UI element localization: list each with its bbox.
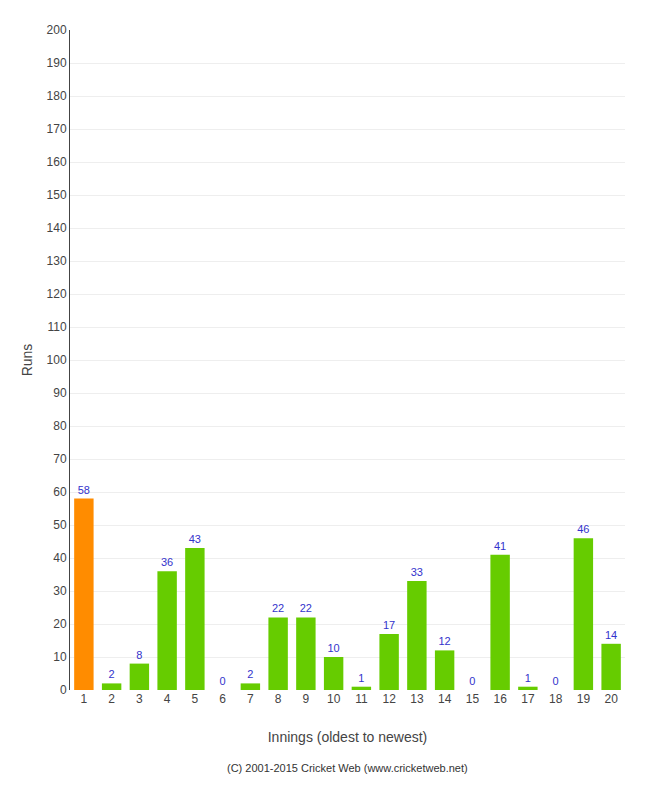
svg-text:8: 8: [275, 692, 282, 706]
svg-text:80: 80: [53, 419, 67, 433]
svg-text:(C) 2001-2015 Cricket Web (www: (C) 2001-2015 Cricket Web (www.cricketwe…: [227, 762, 468, 774]
svg-text:13: 13: [410, 692, 424, 706]
svg-text:5: 5: [192, 692, 199, 706]
svg-text:Innings (oldest to newest): Innings (oldest to newest): [268, 729, 428, 745]
svg-text:130: 130: [47, 254, 67, 268]
svg-text:0: 0: [220, 675, 226, 687]
svg-text:2: 2: [108, 692, 115, 706]
svg-text:1: 1: [81, 692, 88, 706]
svg-text:22: 22: [300, 602, 312, 614]
svg-text:160: 160: [47, 155, 67, 169]
svg-text:10: 10: [53, 650, 67, 664]
svg-text:12: 12: [439, 635, 451, 647]
svg-text:19: 19: [577, 692, 591, 706]
svg-text:30: 30: [53, 584, 67, 598]
svg-text:0: 0: [553, 675, 559, 687]
svg-text:0: 0: [469, 675, 475, 687]
svg-text:14: 14: [438, 692, 452, 706]
svg-text:3: 3: [136, 692, 143, 706]
svg-text:90: 90: [53, 386, 67, 400]
svg-text:17: 17: [521, 692, 535, 706]
svg-text:33: 33: [411, 566, 423, 578]
svg-text:7: 7: [247, 692, 254, 706]
svg-text:22: 22: [272, 602, 284, 614]
svg-text:50: 50: [53, 518, 67, 532]
svg-text:1: 1: [525, 672, 531, 684]
svg-text:70: 70: [53, 452, 67, 466]
svg-text:14: 14: [605, 629, 617, 641]
svg-text:10: 10: [328, 642, 340, 654]
svg-text:0: 0: [60, 683, 67, 697]
svg-text:41: 41: [494, 540, 506, 552]
svg-text:36: 36: [161, 556, 173, 568]
svg-text:8: 8: [136, 649, 142, 661]
svg-text:2: 2: [109, 668, 115, 680]
svg-text:4: 4: [164, 692, 171, 706]
svg-text:150: 150: [47, 188, 67, 202]
svg-text:170: 170: [47, 122, 67, 136]
svg-text:43: 43: [189, 533, 201, 545]
svg-text:120: 120: [47, 287, 67, 301]
svg-text:10: 10: [327, 692, 341, 706]
svg-text:60: 60: [53, 485, 67, 499]
svg-text:6: 6: [219, 692, 226, 706]
svg-text:140: 140: [47, 221, 67, 235]
svg-text:110: 110: [47, 320, 66, 334]
svg-text:2: 2: [247, 668, 253, 680]
svg-text:200: 200: [47, 23, 67, 37]
svg-text:20: 20: [53, 617, 67, 631]
svg-text:58: 58: [78, 484, 90, 496]
svg-text:9: 9: [303, 692, 310, 706]
svg-text:11: 11: [355, 692, 368, 706]
svg-text:20: 20: [604, 692, 618, 706]
svg-text:18: 18: [549, 692, 563, 706]
svg-text:190: 190: [47, 56, 67, 70]
svg-text:100: 100: [47, 353, 67, 367]
svg-text:40: 40: [53, 551, 67, 565]
svg-text:180: 180: [47, 89, 67, 103]
svg-text:12: 12: [382, 692, 396, 706]
svg-text:Runs: Runs: [19, 344, 35, 377]
svg-text:17: 17: [383, 619, 395, 631]
svg-text:16: 16: [493, 692, 507, 706]
svg-text:15: 15: [466, 692, 480, 706]
svg-text:46: 46: [577, 523, 589, 535]
svg-text:1: 1: [358, 672, 364, 684]
